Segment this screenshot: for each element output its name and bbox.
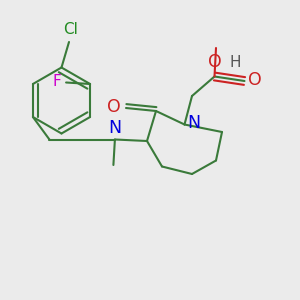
- Text: N: N: [188, 114, 201, 132]
- Text: O: O: [248, 71, 262, 89]
- Text: O: O: [107, 98, 121, 116]
- Text: Cl: Cl: [63, 22, 78, 37]
- Text: N: N: [108, 119, 122, 137]
- Text: H: H: [230, 55, 241, 70]
- Text: F: F: [53, 74, 62, 89]
- Text: O: O: [208, 53, 221, 71]
